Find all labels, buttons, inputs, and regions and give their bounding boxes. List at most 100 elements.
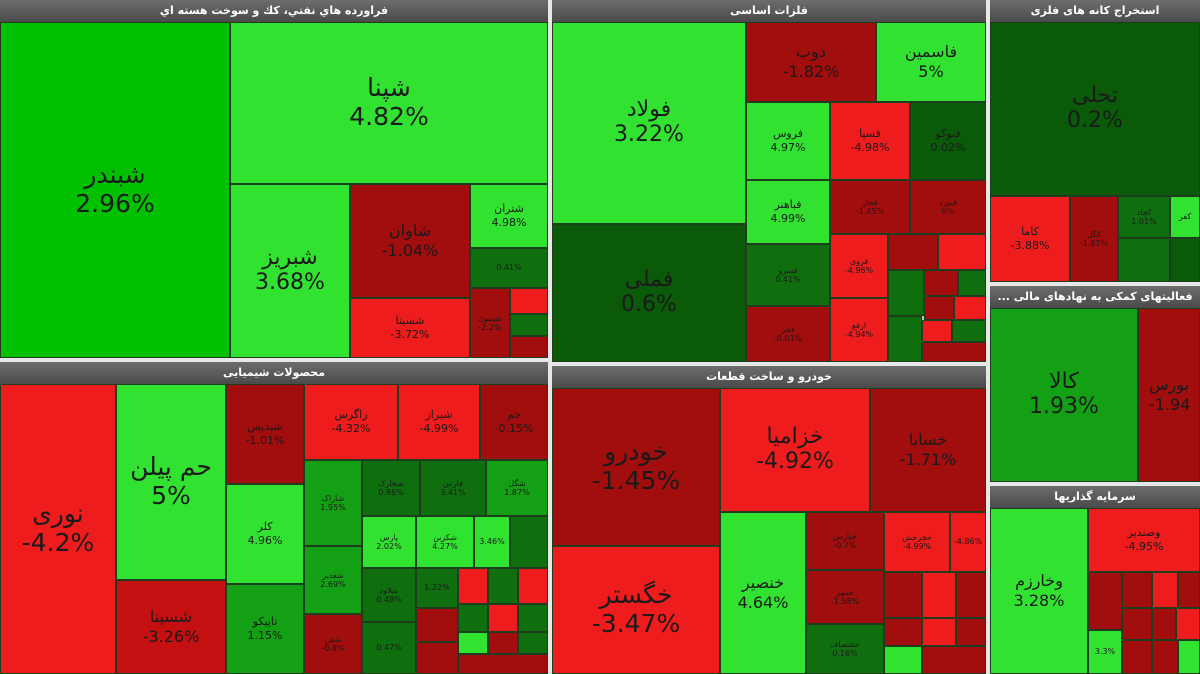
stock-tile[interactable]: تاپیکو 1.15% xyxy=(226,584,304,674)
stock-tile[interactable]: زاگرس -4.32% xyxy=(304,384,398,460)
stock-tile[interactable]: -4.86% xyxy=(950,512,986,572)
stock-tile[interactable]: شیمون -2.2% xyxy=(470,288,510,358)
stock-tile[interactable]: کگل -1.67% xyxy=(1070,196,1118,282)
stock-tile[interactable]: شپدیس -1.01% xyxy=(226,384,304,484)
stock-tile[interactable]: خگستر -3.47% xyxy=(552,546,720,674)
stock-tile[interactable]: 3.3% xyxy=(1088,630,1122,674)
stock-tile[interactable]: شسینا -3.72% xyxy=(350,298,470,358)
stock-tile[interactable]: جم -0.15% xyxy=(480,384,548,460)
stock-tile[interactable] xyxy=(1118,238,1170,282)
stock-tile[interactable]: فاسمین 5% xyxy=(876,22,986,102)
stock-tile[interactable]: کفر xyxy=(1170,196,1200,238)
stock-tile[interactable]: شسینا -3.26% xyxy=(116,580,226,674)
stock-tile[interactable]: شاوان -1.04% xyxy=(350,184,470,298)
stock-tile[interactable] xyxy=(1178,572,1200,608)
stock-tile[interactable]: 1.22% xyxy=(416,568,458,608)
stock-tile[interactable] xyxy=(458,654,548,674)
stock-tile[interactable] xyxy=(488,568,518,604)
stock-tile[interactable] xyxy=(1152,608,1176,640)
stock-tile[interactable]: شغدیر 2.69% xyxy=(304,546,362,614)
stock-tile[interactable]: فملی 0.6% xyxy=(552,224,746,362)
stock-tile[interactable] xyxy=(416,608,458,642)
stock-tile[interactable]: خودرو -1.45% xyxy=(552,388,720,546)
stock-tile[interactable]: خمهر -1.58% xyxy=(806,570,884,624)
stock-tile[interactable]: شبندر 2.96% xyxy=(0,22,230,358)
stock-tile[interactable]: کچاد 1.01% xyxy=(1118,196,1170,238)
stock-tile[interactable] xyxy=(922,320,952,342)
stock-tile[interactable]: وخارزم 3.28% xyxy=(990,508,1088,674)
stock-tile[interactable] xyxy=(510,516,548,568)
stock-tile[interactable]: فروس 4.97% xyxy=(746,102,830,180)
stock-tile[interactable] xyxy=(510,288,548,314)
stock-tile[interactable]: فسرو 0.41% xyxy=(746,244,830,306)
stock-tile[interactable] xyxy=(888,316,922,362)
stock-tile[interactable]: شخارک 0.86% xyxy=(362,460,420,516)
stock-tile[interactable]: کاما -3.88% xyxy=(990,196,1070,282)
stock-tile[interactable] xyxy=(1170,238,1200,282)
stock-tile[interactable]: فنوکو 0.02% xyxy=(910,102,986,180)
stock-tile[interactable]: فنورد 0% xyxy=(910,180,986,234)
stock-tile[interactable] xyxy=(924,270,958,296)
stock-tile[interactable] xyxy=(956,618,986,646)
stock-tile[interactable] xyxy=(1122,640,1152,674)
stock-tile[interactable] xyxy=(922,618,956,646)
stock-tile[interactable] xyxy=(884,572,922,618)
stock-tile[interactable]: ذوب -1.82% xyxy=(746,22,876,102)
stock-tile[interactable]: وصندیر -4.95% xyxy=(1088,508,1200,572)
stock-tile[interactable] xyxy=(1176,608,1200,640)
stock-tile[interactable] xyxy=(1088,572,1122,630)
stock-tile[interactable]: شلاود 0.48% xyxy=(362,568,416,622)
stock-tile[interactable]: فسپا -4.98% xyxy=(830,102,910,180)
stock-tile[interactable] xyxy=(510,314,548,336)
stock-tile[interactable] xyxy=(1122,572,1152,608)
stock-tile[interactable] xyxy=(1152,640,1178,674)
stock-tile[interactable]: پارس 2.02% xyxy=(362,516,416,568)
stock-tile[interactable]: فولاد 3.22% xyxy=(552,22,746,224)
stock-tile[interactable]: کلر 4.96% xyxy=(226,484,304,584)
stock-tile[interactable]: 0.41% xyxy=(470,248,548,288)
stock-tile[interactable]: نوری -4.2% xyxy=(0,384,116,674)
stock-tile[interactable] xyxy=(888,270,924,316)
stock-tile[interactable] xyxy=(888,234,938,270)
stock-tile[interactable] xyxy=(956,572,986,618)
stock-tile[interactable] xyxy=(954,296,986,320)
stock-tile[interactable] xyxy=(922,342,986,362)
stock-tile[interactable] xyxy=(488,604,518,632)
stock-tile[interactable]: خزامیا -4.92% xyxy=(720,388,870,512)
stock-tile[interactable] xyxy=(1122,608,1152,640)
stock-tile[interactable] xyxy=(1152,572,1178,608)
stock-tile[interactable]: تحلی 0.2% xyxy=(990,22,1200,196)
stock-tile[interactable]: خسابا -1.71% xyxy=(870,388,986,512)
stock-tile[interactable]: شبریز 3.68% xyxy=(230,184,350,358)
stock-tile[interactable] xyxy=(1178,640,1200,674)
stock-tile[interactable]: شپنا 4.82% xyxy=(230,22,548,184)
stock-tile[interactable]: شتران 4.98% xyxy=(470,184,548,248)
stock-tile[interactable]: 3.46% xyxy=(474,516,510,568)
stock-tile[interactable]: 0.47% xyxy=(362,622,416,674)
stock-tile[interactable]: فباهنر 4.99% xyxy=(746,180,830,244)
stock-tile[interactable]: شفن -0.8% xyxy=(304,614,362,674)
stock-tile[interactable]: شکربن 4.27% xyxy=(416,516,474,568)
stock-tile[interactable]: فارس 3.41% xyxy=(420,460,486,516)
stock-tile[interactable] xyxy=(958,270,986,296)
stock-tile[interactable] xyxy=(922,572,956,618)
stock-tile[interactable]: خچرخش -4.99% xyxy=(884,512,950,572)
stock-tile[interactable] xyxy=(458,568,488,604)
stock-tile[interactable] xyxy=(884,646,922,674)
stock-tile[interactable] xyxy=(458,632,488,654)
stock-tile[interactable]: شیراز -4.99% xyxy=(398,384,480,460)
stock-tile[interactable]: شاراک 1.95% xyxy=(304,460,362,546)
stock-tile[interactable]: خنصیر 4.64% xyxy=(720,512,806,674)
stock-tile[interactable] xyxy=(416,642,458,674)
stock-tile[interactable]: فخاز -1.45% xyxy=(830,180,910,234)
stock-tile[interactable] xyxy=(952,320,986,342)
stock-tile[interactable]: فروی -4.96% xyxy=(830,234,888,298)
stock-tile[interactable] xyxy=(938,234,986,270)
stock-tile[interactable] xyxy=(518,632,548,654)
stock-tile[interactable]: بورس -1.94 xyxy=(1138,308,1200,482)
stock-tile[interactable] xyxy=(458,604,488,632)
stock-tile[interactable]: خپارس -0.7% xyxy=(806,512,884,570)
stock-tile[interactable] xyxy=(518,604,548,632)
stock-tile[interactable]: فجر -0.01% xyxy=(746,306,830,362)
stock-tile[interactable] xyxy=(518,568,548,604)
